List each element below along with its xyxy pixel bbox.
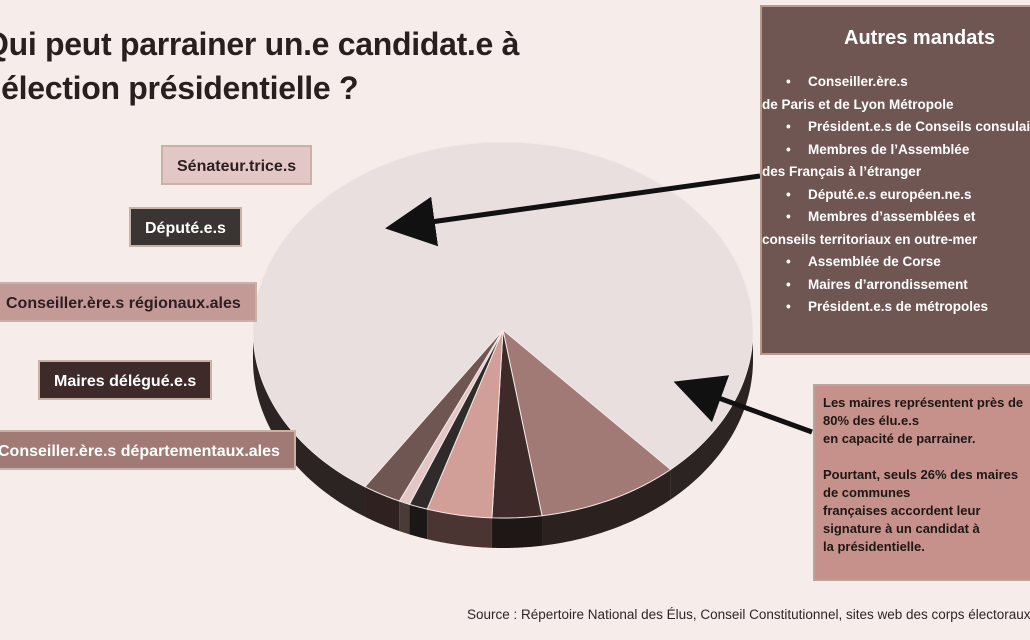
note-line: 80% des élu.e.s bbox=[823, 413, 920, 428]
mandat-text: Président.e.s de Conseils consulaires bbox=[808, 119, 1030, 134]
arrow-to-maires bbox=[673, 375, 813, 435]
label-deputes: Député.e.s bbox=[129, 207, 242, 247]
pie-side-maires bbox=[670, 330, 753, 500]
mandat-text-cont: des Français à l’étranger bbox=[762, 164, 922, 179]
maires-note-box: Les maires représentent près de 80% des … bbox=[813, 384, 1030, 581]
mandat-text: Maires d’arrondissement bbox=[808, 276, 968, 292]
bullet-icon: • bbox=[786, 299, 791, 314]
note-line: de communes bbox=[823, 485, 911, 500]
mandat-text: Député.e.s européen.ne.s bbox=[808, 186, 972, 202]
mandat-item: • Député.e.s européen.ne.s bbox=[786, 184, 1030, 207]
autres-mandats-list: • Conseiller.ère.s de Paris et de Lyon Mét… bbox=[762, 71, 1030, 319]
pie-side-senateurs bbox=[399, 501, 410, 535]
mandat-text: Membres de l’Assemblée bbox=[808, 141, 970, 157]
arrow-to-autres-mandats bbox=[385, 173, 761, 247]
pie-side-maires bbox=[253, 330, 366, 517]
mandat-text-cont: conseils territoriaux en outre-mer bbox=[762, 231, 978, 247]
bullet-icon: • bbox=[786, 254, 791, 269]
note-line: françaises accordent leur bbox=[823, 503, 981, 518]
source-caption: Source : Répertoire National des Élus, C… bbox=[467, 607, 1030, 622]
pie-side-deputes bbox=[409, 504, 428, 540]
pie-slice-departementaux bbox=[502, 328, 672, 517]
mandat-item: • Conseiller.ère.s de Paris et de Lyon Mét… bbox=[762, 71, 1030, 116]
pie-side-regionaux bbox=[427, 509, 492, 548]
pie-slice-autres_mandats bbox=[364, 329, 504, 502]
mandat-item: • Président.e.s de Conseils consulaires bbox=[786, 116, 1030, 139]
bullet-icon: • bbox=[786, 276, 791, 292]
note-line: la présidentielle. bbox=[823, 539, 925, 554]
label-maires-delegues: Maires délégué.e.s bbox=[38, 360, 213, 400]
mandat-item: • Maires d’arrondissement bbox=[786, 274, 1030, 297]
pie-slices bbox=[252, 141, 754, 519]
pie-slice-regionaux bbox=[426, 329, 504, 519]
title-line-1: Qui peut parrainer un.e candidat.e à bbox=[0, 26, 520, 62]
pie-side-autres_mandats bbox=[365, 486, 400, 532]
note-line: Les maires représentent près de bbox=[823, 395, 1024, 410]
bullet-icon: • bbox=[786, 119, 791, 134]
mandat-text: Président.e.s de métropoles bbox=[808, 299, 989, 314]
note-line: en capacité de parrainer. bbox=[823, 431, 976, 446]
note-paragraph-2: Pourtant, seuls 26% des maires de commun… bbox=[823, 466, 1030, 556]
pie-slice-maires bbox=[252, 141, 754, 488]
pie-slice-delegues bbox=[491, 329, 543, 519]
note-spacer bbox=[823, 448, 1030, 466]
bullet-icon: • bbox=[786, 74, 791, 89]
mandat-item: • Président.e.s de métropoles bbox=[786, 296, 1030, 319]
label-conseillers-regionaux: Conseiller.ère.s régionaux.ales bbox=[0, 282, 257, 322]
page-title: Qui peut parrainer un.e candidat.e à l’é… bbox=[0, 22, 544, 110]
pie-sides bbox=[253, 330, 753, 548]
label-senateurs: Sénateur.trice.s bbox=[161, 145, 313, 185]
autres-mandats-title: Autres mandats bbox=[844, 27, 996, 49]
pie-side-delegues bbox=[491, 515, 543, 548]
title-line-2: l’élection présidentielle ? bbox=[0, 70, 359, 106]
mandat-text: Assemblée de Corse bbox=[808, 254, 941, 269]
mandat-item: • Assemblée de Corse bbox=[786, 251, 1030, 274]
note-line: Pourtant, seuls 26% des maires bbox=[823, 467, 1019, 482]
bullet-icon: • bbox=[786, 141, 791, 157]
mandat-item: • Membres de l’Assemblée des Français à l’… bbox=[762, 139, 1030, 184]
label-conseillers-departementaux: Conseiller.ère.s départementaux.ales bbox=[0, 430, 296, 470]
mandat-text: Membres d’assemblées et bbox=[808, 209, 976, 224]
bullet-icon: • bbox=[786, 209, 791, 224]
autres-mandats-box: Autres mandats • Conseiller.ère.s de Paris… bbox=[760, 5, 1030, 355]
mandat-text: Conseiller.ère.s bbox=[808, 74, 908, 89]
mandat-text-cont: de Paris et de Lyon Métropole bbox=[762, 96, 954, 112]
mandat-item: • Membres d’assemblées et conseils territo… bbox=[762, 206, 1030, 251]
pie-slice-deputes bbox=[408, 329, 504, 510]
note-paragraph-1: Les maires représentent près de 80% des … bbox=[823, 394, 1030, 448]
bullet-icon: • bbox=[786, 186, 791, 202]
note-line: signature à un candidat à bbox=[823, 521, 980, 536]
